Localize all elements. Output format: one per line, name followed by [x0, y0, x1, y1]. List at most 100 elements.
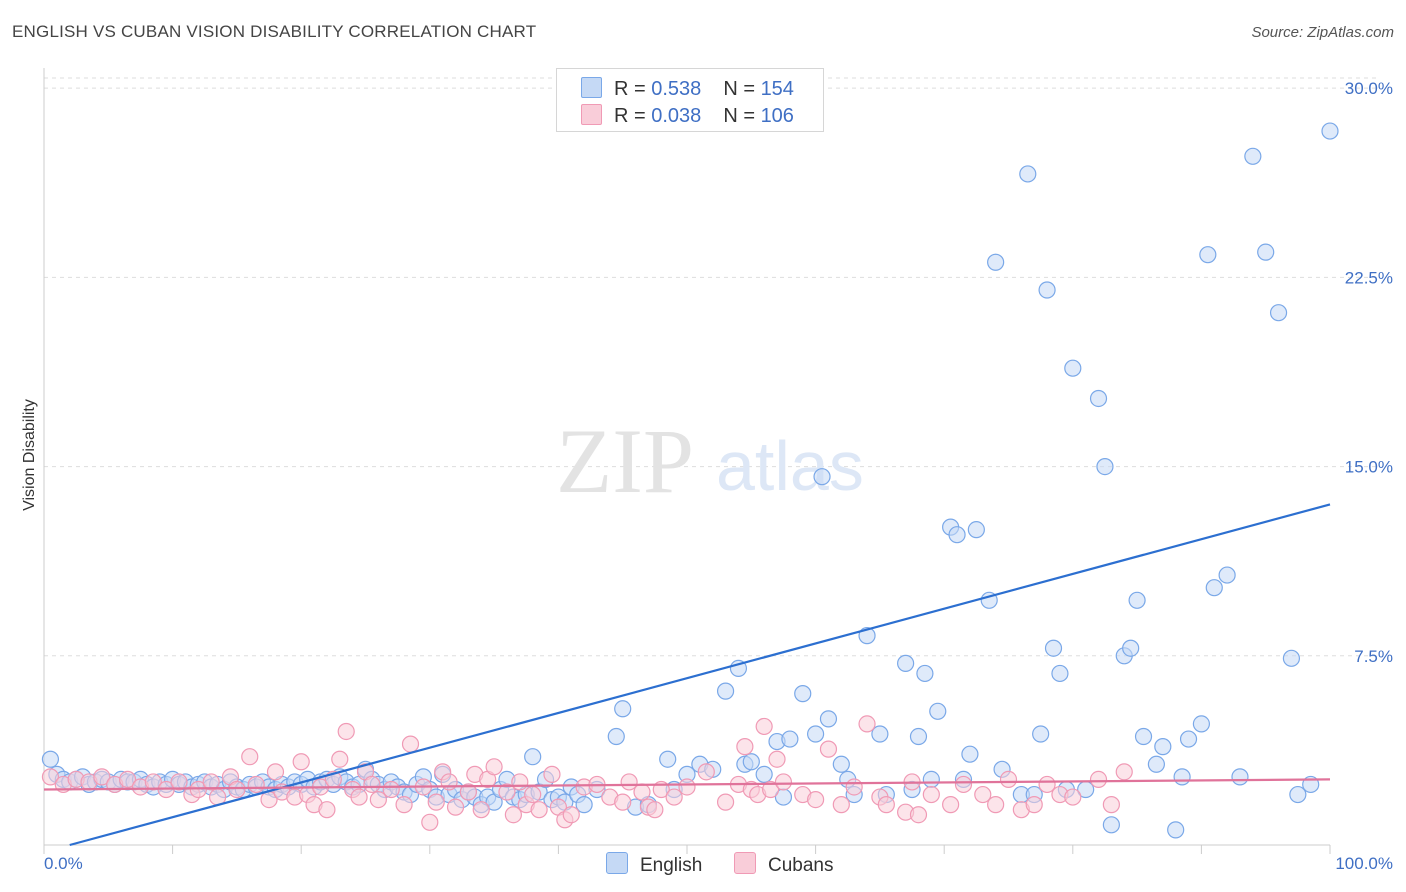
cubans-point	[954, 775, 973, 794]
cubans-point	[485, 758, 503, 776]
legend-n-label: N =	[723, 105, 755, 127]
y-tick-label: 15.0%	[1345, 458, 1393, 477]
legend-r-value: 0.038	[651, 105, 702, 127]
english-point	[607, 727, 625, 746]
english-point	[1231, 768, 1249, 786]
x-tick-label-start: 0.0%	[44, 854, 83, 873]
stats-legend: R = 0.538 N = 154 R = 0.038 N = 106	[556, 68, 824, 132]
english-point	[41, 750, 60, 768]
english-point	[1321, 122, 1339, 140]
cubans-point	[247, 775, 265, 794]
cubans-point	[395, 796, 413, 814]
legend-n-value: 154	[760, 78, 794, 100]
cubans-point	[350, 788, 368, 806]
english-point	[897, 654, 915, 672]
english-point	[1044, 639, 1063, 657]
cubans-point	[678, 778, 696, 796]
cubans-point	[877, 796, 895, 814]
gridlines	[44, 77, 1380, 657]
cubans-point	[1089, 770, 1108, 789]
legend-swatch-cubans	[581, 104, 602, 125]
cubans-point	[530, 801, 548, 819]
legend-n-label: N =	[723, 78, 755, 100]
english-point	[1032, 725, 1050, 743]
trend-lines	[43, 503, 1331, 847]
english-point	[1257, 243, 1275, 261]
cubans-point	[1115, 763, 1133, 781]
cubans-trend-line	[43, 778, 1331, 791]
english-point	[916, 664, 934, 683]
english-point	[1147, 755, 1165, 773]
cubans-point	[440, 773, 458, 791]
english-point	[1205, 579, 1223, 597]
bottom-legend-cubans: Cubans	[734, 852, 834, 877]
english-point	[1269, 304, 1288, 322]
y-axis-label: Vision Disability	[21, 399, 38, 511]
english-point	[1089, 389, 1108, 408]
cubans-point	[118, 770, 137, 789]
english-point	[1218, 566, 1236, 584]
english-point	[1019, 165, 1037, 183]
legend-r-value: 0.538	[651, 78, 702, 100]
cubans-points	[41, 715, 1133, 831]
cubans-point	[382, 780, 400, 799]
english-point	[806, 725, 825, 743]
cubans-point	[614, 793, 632, 811]
english-point	[1051, 664, 1069, 683]
source-credit: Source: ZipAtlas.com	[1251, 24, 1394, 41]
cubans-point	[292, 753, 310, 771]
cubans-point	[1064, 788, 1082, 806]
cubans-point	[974, 785, 992, 804]
cubans-point	[189, 780, 207, 799]
cubans-point	[337, 722, 355, 741]
watermark-zip: ZIP	[556, 410, 694, 512]
axes	[43, 68, 1331, 854]
cubans-point	[421, 813, 439, 831]
x-tick-label-end: 100.0%	[1335, 854, 1393, 873]
english-point	[794, 685, 812, 703]
cubans-point	[1102, 796, 1120, 814]
english-point	[961, 745, 979, 763]
english-point	[871, 725, 889, 743]
chart-title: ENGLISH VS CUBAN VISION DISABILITY CORRE…	[12, 22, 537, 41]
english-point	[1289, 785, 1307, 804]
cubans-point	[633, 783, 651, 801]
english-point	[1192, 715, 1211, 733]
cubans-point	[363, 775, 381, 794]
english-point	[614, 700, 632, 718]
cubans-point	[266, 763, 285, 781]
cubans-point	[665, 788, 683, 806]
cubans-point	[331, 750, 349, 768]
english-point	[1134, 727, 1153, 746]
english-point	[1128, 591, 1146, 609]
bottom-legend-label-cubans: Cubans	[768, 855, 834, 876]
cubans-point	[736, 738, 754, 756]
english-point	[987, 253, 1005, 271]
cubans-point	[446, 798, 465, 816]
legend-r-label: R =	[614, 78, 646, 100]
bottom-legend-english: English	[606, 852, 702, 877]
cubans-point	[562, 806, 580, 824]
cubans-point	[472, 801, 490, 819]
cubans-point	[228, 780, 246, 799]
cubans-point	[774, 773, 793, 791]
cubans-point	[41, 768, 60, 786]
cubans-point	[93, 768, 111, 786]
y-tick-label: 30.0%	[1345, 79, 1393, 98]
cubans-point	[761, 780, 780, 799]
english-point	[1244, 147, 1262, 165]
cubans-point	[459, 783, 477, 801]
english-point	[948, 526, 966, 544]
english-point	[1122, 639, 1140, 657]
cubans-point	[1038, 775, 1056, 794]
bottom-legend-label-english: English	[640, 855, 703, 876]
english-point	[909, 727, 928, 746]
english-point	[1282, 649, 1301, 667]
cubans-point	[369, 790, 387, 809]
english-point	[1179, 730, 1198, 748]
cubans-point	[942, 796, 960, 814]
cubans-point	[646, 801, 664, 819]
cubans-point	[511, 773, 529, 791]
tick-labels: 7.5% 15.0% 22.5% 30.0% 0.0% 100.0%	[44, 79, 1393, 873]
